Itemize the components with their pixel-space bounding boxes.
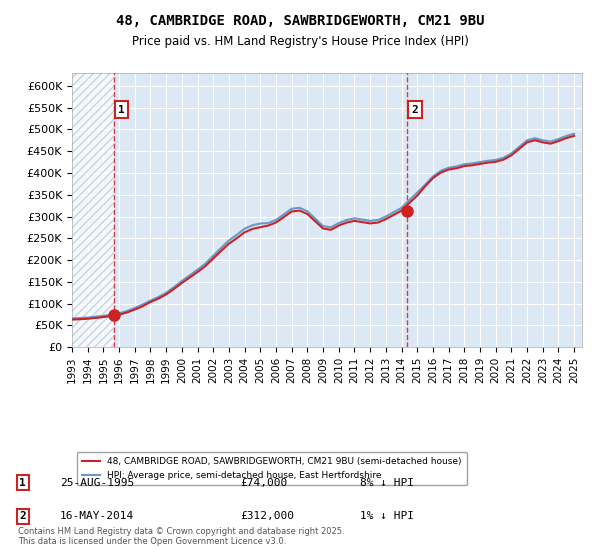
Text: 1% ↓ HPI: 1% ↓ HPI bbox=[360, 511, 414, 521]
Text: £74,000: £74,000 bbox=[240, 478, 287, 488]
Text: Contains HM Land Registry data © Crown copyright and database right 2025.
This d: Contains HM Land Registry data © Crown c… bbox=[18, 526, 344, 546]
Text: 1: 1 bbox=[19, 478, 26, 488]
Text: 25-AUG-1995: 25-AUG-1995 bbox=[60, 478, 134, 488]
Polygon shape bbox=[72, 73, 113, 347]
Text: 2: 2 bbox=[19, 511, 26, 521]
Text: 48, CAMBRIDGE ROAD, SAWBRIDGEWORTH, CM21 9BU: 48, CAMBRIDGE ROAD, SAWBRIDGEWORTH, CM21… bbox=[116, 14, 484, 28]
Text: Price paid vs. HM Land Registry's House Price Index (HPI): Price paid vs. HM Land Registry's House … bbox=[131, 35, 469, 48]
Text: £312,000: £312,000 bbox=[240, 511, 294, 521]
Legend: 48, CAMBRIDGE ROAD, SAWBRIDGEWORTH, CM21 9BU (semi-detached house), HPI: Average: 48, CAMBRIDGE ROAD, SAWBRIDGEWORTH, CM21… bbox=[77, 452, 467, 486]
Text: 1: 1 bbox=[118, 105, 125, 115]
Text: 16-MAY-2014: 16-MAY-2014 bbox=[60, 511, 134, 521]
Text: 2: 2 bbox=[412, 105, 419, 115]
Text: 8% ↓ HPI: 8% ↓ HPI bbox=[360, 478, 414, 488]
